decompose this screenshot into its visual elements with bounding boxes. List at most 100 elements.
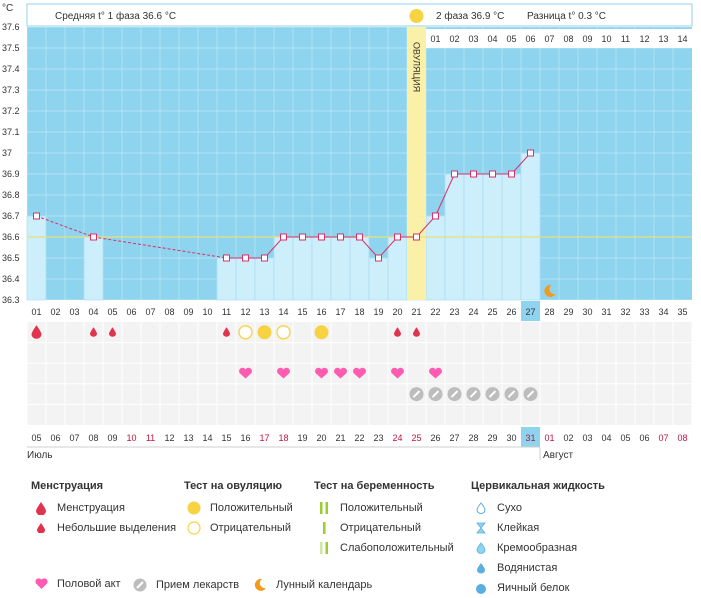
temperature-point (527, 149, 534, 157)
y-tick-label: 36.9 (2, 169, 20, 179)
cycle-day-label: 03 (69, 307, 79, 317)
temperature-point (280, 233, 287, 241)
temperature-bar (425, 215, 446, 301)
calendar-date-label: 14 (202, 433, 212, 443)
y-tick-label: 37.6 (2, 22, 20, 32)
phase2-day-label: 03 (468, 34, 478, 44)
pill-icon (488, 390, 497, 398)
temperature-point (299, 233, 306, 241)
legend-item-spotting: Небольшие выделения (31, 518, 176, 538)
blood-drop-icon (31, 325, 42, 339)
temperature-point (337, 233, 344, 241)
calendar-date-label: 10 (126, 433, 136, 443)
phase2-day-label: 06 (525, 34, 535, 44)
cycle-day-label: 35 (677, 307, 687, 317)
cycle-day-label: 13 (259, 307, 269, 317)
small-drop-icon (413, 327, 421, 337)
moon-icon (544, 284, 556, 297)
calendar-date-label: 13 (183, 433, 193, 443)
cycle-day-label: 17 (335, 307, 345, 317)
temperature-line (435, 173, 455, 217)
cycle-day-label: 16 (316, 307, 326, 317)
calendar-date-label: 04 (601, 433, 611, 443)
cycle-day-label: 31 (601, 307, 611, 317)
legend-item-preg-negative: Отрицательный (314, 518, 454, 538)
y-tick-label: 37.3 (2, 85, 20, 95)
legend-item-ov-positive: Положительный (184, 498, 293, 518)
calendar-date-label: 17 (259, 433, 269, 443)
calendar-date-label: 16 (240, 433, 250, 443)
heart-icon (239, 367, 252, 379)
phase2-day-label: 05 (506, 34, 516, 44)
phase2-day-label: 09 (582, 34, 592, 44)
y-tick-label: 37.2 (2, 106, 20, 116)
drop-filled-icon (471, 562, 491, 574)
sun-outline-icon (276, 325, 291, 340)
phase2-day-label: 02 (449, 34, 459, 44)
cycle-day-label: 11 (222, 307, 231, 317)
phase2-day-label: 11 (621, 34, 630, 44)
temperature-bar (292, 236, 313, 301)
temperature-point (318, 233, 325, 241)
cycle-day-label: 24 (468, 307, 478, 317)
calendar-date-label: 27 (449, 433, 459, 443)
pill-icon (130, 578, 150, 592)
phase2-average: 2 фаза 36.9 °C (436, 10, 504, 22)
temperature-bar (254, 257, 275, 301)
temperature-bar (349, 236, 370, 301)
legend-item-preg-weak: Слабоположительный (314, 538, 454, 558)
temperature-point (242, 254, 249, 262)
heart-icon (277, 367, 290, 379)
calendar-date-label: 11 (146, 433, 155, 443)
y-axis-unit: °C (2, 3, 13, 14)
cycle-day-label: 01 (31, 307, 41, 317)
temperature-point (432, 212, 439, 220)
temperature-bar (273, 236, 294, 301)
calendar-date-label: 25 (411, 433, 421, 443)
calendar-date-label: 19 (297, 433, 307, 443)
legend-cervical-fluid-title: Цервикальная жидкость (471, 480, 605, 492)
ovulation-sun-icon (409, 9, 424, 23)
pill-icon (450, 390, 459, 398)
calendar-date-label: 02 (563, 433, 573, 443)
y-tick-label: 36.5 (2, 253, 20, 263)
small-drop-icon (394, 327, 402, 337)
cycle-day-label: 34 (658, 307, 668, 317)
double-line-icon (314, 502, 334, 514)
y-tick-label: 36.4 (2, 274, 20, 284)
calendar-date-label: 03 (582, 433, 592, 443)
heart-icon (334, 367, 347, 379)
current-date-highlight (521, 427, 540, 447)
small-drop-icon (90, 327, 97, 337)
legend-cervical-fluid: Цервикальная жидкость Сухо Клейкая Кремо… (471, 480, 605, 598)
legend-item-watery: Водянистая (471, 558, 605, 578)
phase2-day-label: 08 (563, 34, 573, 44)
legend-item-preg-positive: Положительный (314, 498, 454, 518)
phase2-day-label: 10 (601, 34, 611, 44)
legend-item-ov-negative: Отрицательный (184, 518, 293, 538)
small-drop-icon (109, 327, 116, 337)
pill-icon (431, 390, 440, 398)
cycle-day-label: 19 (373, 307, 383, 317)
current-day-highlight (521, 301, 540, 321)
moon-icon (250, 578, 270, 592)
heart-icon (391, 367, 404, 379)
calendar-date-label: 28 (468, 433, 478, 443)
pill-icon (507, 390, 516, 398)
temperature-bar (26, 215, 47, 301)
temperature-point (223, 254, 230, 262)
cycle-day-label: 04 (88, 307, 98, 317)
legend-menstruation: Менструация Менструация Небольшие выделе… (31, 480, 176, 538)
calendar-date-label: 08 (88, 433, 98, 443)
temperature-bar (520, 152, 541, 301)
calendar-date-label: 31 (525, 433, 535, 443)
temperature-bar (330, 236, 351, 301)
cycle-day-label: 28 (544, 307, 554, 317)
ovulation-label: ОВУЛЯЦИЯ (412, 42, 422, 92)
temperature-point (375, 254, 382, 262)
legend-ovulation-test: Тест на овуляцию Положительный Отрицател… (184, 480, 293, 538)
temperature-bar (368, 257, 389, 301)
cycle-day-label: 22 (430, 307, 440, 317)
temperature-point (508, 170, 515, 178)
cycle-day-label: 07 (145, 307, 155, 317)
